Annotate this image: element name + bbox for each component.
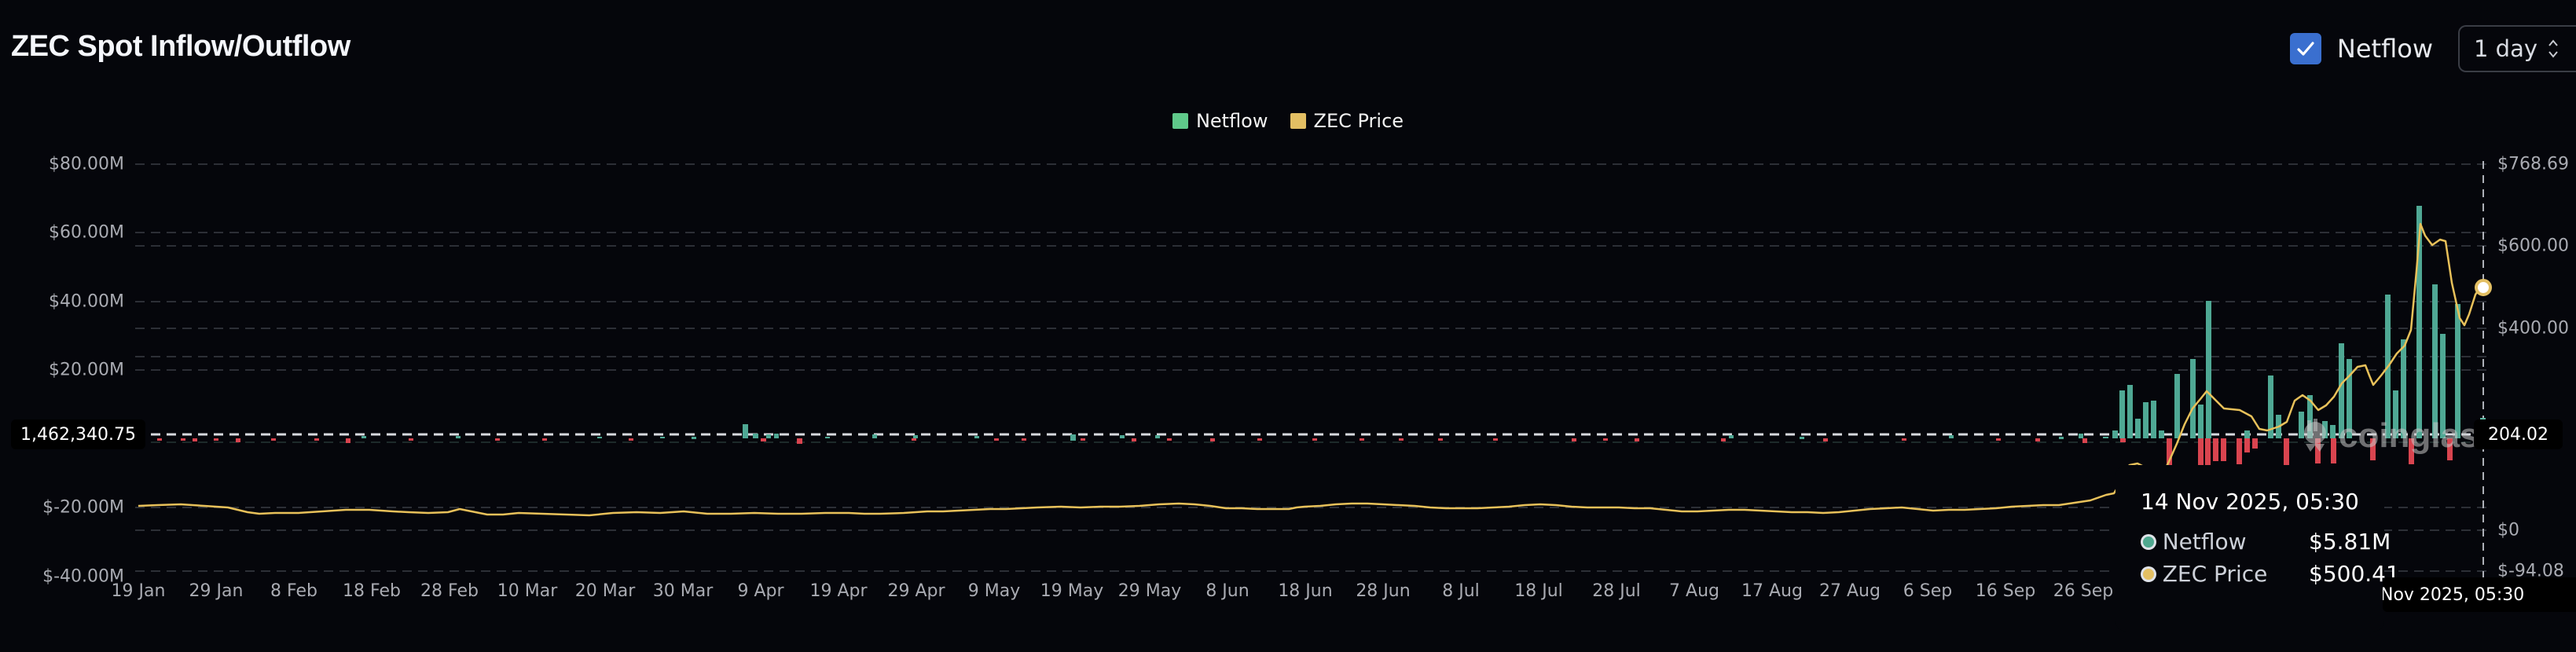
legend-label: ZEC Price — [1313, 110, 1404, 132]
x-tick: 20 Mar — [574, 581, 636, 601]
price-swatch-icon — [1290, 113, 1306, 129]
y-left-tick: $-40.00M — [42, 566, 124, 587]
x-tick: 8 Feb — [270, 581, 317, 601]
tooltip-row-netflow: Netflow $5.81M — [2141, 529, 2391, 555]
price-hover-point — [2475, 279, 2492, 296]
netflow-checkbox-label[interactable]: Netflow — [2336, 34, 2433, 64]
x-tick: 18 Jun — [1278, 581, 1333, 601]
y-right-tick: $768.69 — [2497, 154, 2569, 174]
price-dot-icon — [2141, 566, 2156, 582]
interval-select[interactable]: 1 day — [2458, 25, 2576, 72]
y-left-tick: $20.00M — [49, 360, 124, 380]
x-tick: 29 May — [1117, 581, 1182, 601]
y-right-tick: $0 — [2497, 520, 2519, 540]
chart-legend: Netflow ZEC Price — [0, 110, 2576, 132]
x-tick: 26 Sep — [2053, 581, 2114, 601]
x-tick: 29 Jan — [189, 581, 244, 601]
x-tick: 28 Jun — [1356, 581, 1411, 601]
crosshair-right-value: 204.02 — [2474, 419, 2563, 449]
tooltip-value: $5.81M — [2309, 529, 2391, 555]
chevron-updown-icon — [2547, 37, 2559, 60]
coinglass-watermark: coinglass — [2298, 416, 2498, 456]
x-tick: 30 Mar — [652, 581, 714, 601]
toolbar: Netflow 1 day — [2289, 24, 2576, 73]
y-left-tick: $40.00M — [49, 291, 124, 312]
netflow-checkbox[interactable] — [2289, 33, 2321, 64]
x-tick: 8 Jul — [1442, 581, 1480, 601]
interval-select-value: 1 day — [2474, 35, 2538, 62]
tooltip-value: $500.41 — [2309, 561, 2400, 587]
netflow-dot-icon — [2141, 533, 2156, 550]
page-title: ZEC Spot Inflow/Outflow — [11, 30, 350, 63]
tooltip-label: ZEC Price — [2162, 561, 2268, 587]
x-tick: 19 Jan — [111, 581, 166, 601]
tooltip-row-price: ZEC Price $500.41 — [2141, 561, 2400, 587]
y-left-tick: $60.00M — [49, 222, 124, 243]
x-tick: 17 Aug — [1741, 581, 1803, 601]
x-tick: 27 Aug — [1819, 581, 1881, 601]
crosshair-left-value: 1,462,340.75 — [11, 419, 145, 449]
legend-label: Netflow — [1195, 110, 1268, 132]
zec-price-line — [138, 222, 2483, 517]
x-tick: 9 Apr — [737, 581, 784, 601]
y-left-tick: $80.00M — [49, 154, 124, 174]
x-tick: 19 Apr — [809, 581, 868, 601]
x-tick: 16 Sep — [1975, 581, 2036, 601]
crosshair-x-value: 14 Nov 2025, 05:30 — [2383, 577, 2576, 612]
crosshair-x-text: 14 Nov 2025, 05:30 — [2383, 584, 2525, 605]
legend-item-netflow[interactable]: Netflow — [1172, 110, 1268, 132]
watermark-text: coinglass — [2339, 416, 2498, 455]
x-tick: 19 May — [1040, 581, 1104, 601]
y-right-tick: $600.00 — [2497, 236, 2569, 256]
x-tick: 8 Jun — [1205, 581, 1249, 601]
x-tick: 18 Jul — [1514, 581, 1563, 601]
x-tick: 29 Apr — [887, 581, 945, 601]
y-right-tick: $400.00 — [2497, 318, 2569, 339]
x-tick: 28 Feb — [420, 581, 479, 601]
chart-tooltip: 14 Nov 2025, 05:30 Netflow $5.81M ZEC Pr… — [2115, 465, 2400, 632]
tooltip-label: Netflow — [2162, 529, 2247, 555]
x-tick: 10 Mar — [497, 581, 558, 601]
x-tick: 28 Jul — [1592, 581, 1641, 601]
netflow-swatch-icon — [1172, 113, 1188, 129]
x-tick: 9 May — [967, 581, 1021, 601]
x-tick: 6 Sep — [1903, 581, 1953, 601]
x-tick: 18 Feb — [343, 581, 401, 601]
coinglass-logo-icon — [2304, 419, 2326, 452]
y-left-tick: $-20.00M — [42, 497, 124, 518]
legend-item-zec-price[interactable]: ZEC Price — [1290, 110, 1404, 132]
checkmark-icon — [2297, 42, 2314, 56]
x-tick: 7 Aug — [1669, 581, 1719, 601]
tooltip-date: 14 Nov 2025, 05:30 — [2141, 489, 2359, 515]
